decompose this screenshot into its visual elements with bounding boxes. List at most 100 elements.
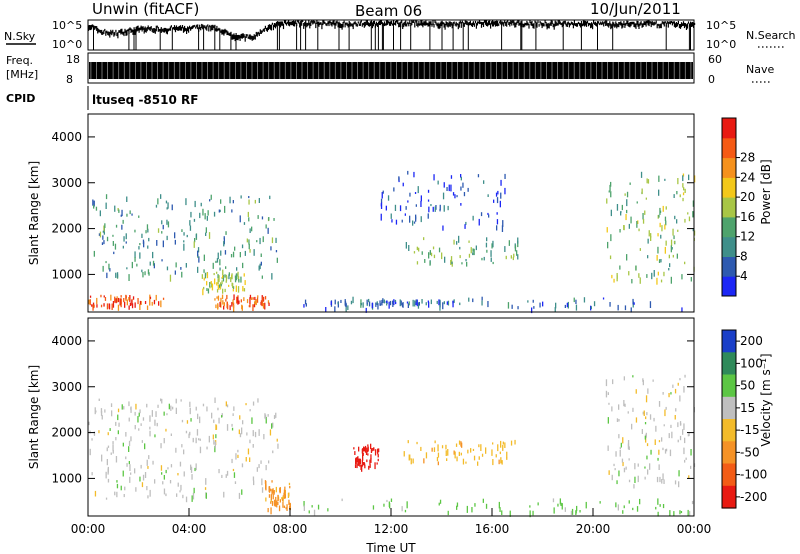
range-cell — [619, 229, 621, 233]
noise-sample — [357, 21, 359, 24]
noise-sample — [261, 30, 263, 33]
range-cell — [505, 255, 507, 260]
range-cell — [429, 261, 431, 266]
range-cell — [417, 302, 420, 309]
range-cell — [664, 246, 666, 254]
noise-sample — [540, 22, 542, 26]
freq-gap — [296, 62, 297, 79]
range-cell — [128, 440, 131, 446]
freq-gap — [418, 62, 420, 79]
range-cell — [478, 218, 480, 226]
noise-sample — [395, 21, 397, 26]
colorbar-segment — [722, 396, 736, 420]
range-cell — [633, 302, 635, 305]
noise-sample — [137, 25, 139, 31]
noise-sample — [204, 25, 206, 29]
noise-spike — [317, 23, 319, 50]
noise-sample — [565, 23, 567, 27]
range-cell — [337, 301, 339, 308]
noise-sample — [296, 22, 298, 26]
range-cell — [337, 301, 339, 305]
range-cell — [130, 472, 132, 475]
range-cell — [664, 409, 666, 417]
noise-sample — [97, 27, 99, 34]
range-cell — [111, 410, 113, 417]
noise-sample — [218, 27, 220, 31]
range-cell — [495, 454, 497, 458]
range-cell — [122, 442, 124, 447]
noise-sample — [240, 34, 242, 38]
noise-sample — [319, 22, 321, 25]
colorbar-tick-label: 8 — [740, 249, 748, 263]
colorbar-segment — [722, 485, 736, 509]
freq-gap — [684, 62, 686, 79]
colorbar-tick-label: -50 — [740, 445, 760, 459]
range-cell — [240, 276, 242, 283]
range-cell — [160, 443, 162, 449]
range-cell — [261, 478, 263, 486]
range-cell — [658, 401, 661, 407]
range-cell — [350, 300, 353, 305]
noise-sample — [581, 23, 584, 27]
noise-sample — [668, 21, 670, 24]
range-cell — [284, 496, 286, 499]
range-cell — [252, 444, 254, 448]
range-cell — [462, 182, 464, 188]
noise-sample — [377, 21, 380, 24]
range-cell — [688, 475, 690, 479]
range-cell — [537, 502, 539, 506]
range-cell — [192, 492, 195, 500]
range-cell — [126, 196, 128, 202]
noise-sample — [450, 22, 452, 26]
noise-sample — [224, 28, 226, 34]
range-cell — [681, 274, 683, 280]
noise-sample — [658, 24, 660, 29]
range-cell — [641, 188, 643, 194]
noise-sample — [99, 29, 101, 33]
range-cell — [129, 302, 132, 306]
range-cell — [146, 224, 149, 230]
range-cell — [644, 422, 647, 425]
range-cell — [249, 439, 251, 444]
noise-spike — [441, 22, 443, 50]
range-cell — [272, 422, 274, 428]
range-cell — [217, 284, 219, 290]
noise-sample — [162, 28, 164, 33]
range-cell — [112, 234, 114, 237]
range-cell — [517, 237, 519, 244]
range-cell — [682, 197, 684, 202]
range-cell — [277, 494, 279, 501]
noise-sample — [533, 23, 535, 29]
freq-gap — [212, 62, 214, 79]
range-cell — [474, 503, 476, 507]
noise-sample — [432, 20, 434, 25]
range-cell — [96, 297, 98, 305]
x-tick-label: 16:00 — [475, 522, 510, 536]
range-cell — [613, 278, 615, 283]
noise-spike — [278, 23, 280, 50]
range-cell — [190, 464, 192, 470]
range-cell — [202, 403, 205, 407]
range-cell — [677, 178, 679, 185]
range-cell — [363, 446, 365, 452]
noise-sample — [246, 34, 248, 37]
range-cell — [128, 461, 130, 465]
range-cell — [124, 486, 126, 491]
range-cell — [500, 179, 502, 186]
noise-sample — [236, 35, 238, 40]
range-cell — [622, 437, 624, 444]
noise-sample — [376, 23, 379, 27]
noise-sample — [688, 23, 691, 27]
range-cell — [219, 267, 221, 271]
range-cell — [447, 205, 449, 211]
noise-sample — [157, 26, 159, 32]
range-cell — [364, 447, 366, 450]
range-cell — [657, 511, 659, 517]
range-cell — [130, 407, 132, 410]
noise-sample — [154, 28, 156, 34]
range-cell — [566, 302, 568, 308]
noise-sample — [366, 20, 368, 26]
x-tick-label: 12:00 — [374, 522, 409, 536]
noise-sample — [186, 28, 188, 34]
